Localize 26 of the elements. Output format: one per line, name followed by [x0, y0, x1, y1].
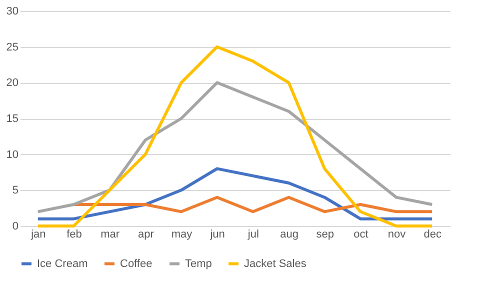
y-tick-label: 10 [6, 148, 18, 161]
x-tick-label: jun [209, 228, 225, 240]
x-tick-label: sep [316, 228, 334, 240]
legend-label: Ice Cream [37, 258, 88, 270]
y-tick-label: 0 [12, 220, 18, 232]
y-tick-label: 30 [6, 6, 18, 18]
x-tick-label: apr [138, 228, 154, 240]
x-tick-label: may [171, 228, 193, 240]
legend-label: Coffee [120, 258, 152, 270]
x-tick-label: nov [388, 228, 406, 240]
legend-label: Jacket Sales [244, 258, 307, 270]
x-tick-label: jul [246, 228, 259, 240]
legend-label: Temp [185, 258, 212, 270]
y-tick-label: 15 [6, 113, 18, 125]
line-series [36, 167, 434, 220]
y-tick-label: 25 [6, 41, 18, 54]
x-tick-label: mar [100, 228, 120, 240]
x-tick-label: dec [424, 228, 442, 240]
line-series [36, 81, 434, 214]
x-tick-label: oct [354, 228, 368, 240]
y-tick-label: 5 [12, 184, 18, 197]
x-tick-label: feb [66, 228, 82, 240]
x-tick-label: jan [30, 228, 46, 240]
line-series [36, 45, 434, 228]
y-tick-label: 20 [6, 77, 18, 90]
x-tick-label: aug [280, 228, 298, 240]
